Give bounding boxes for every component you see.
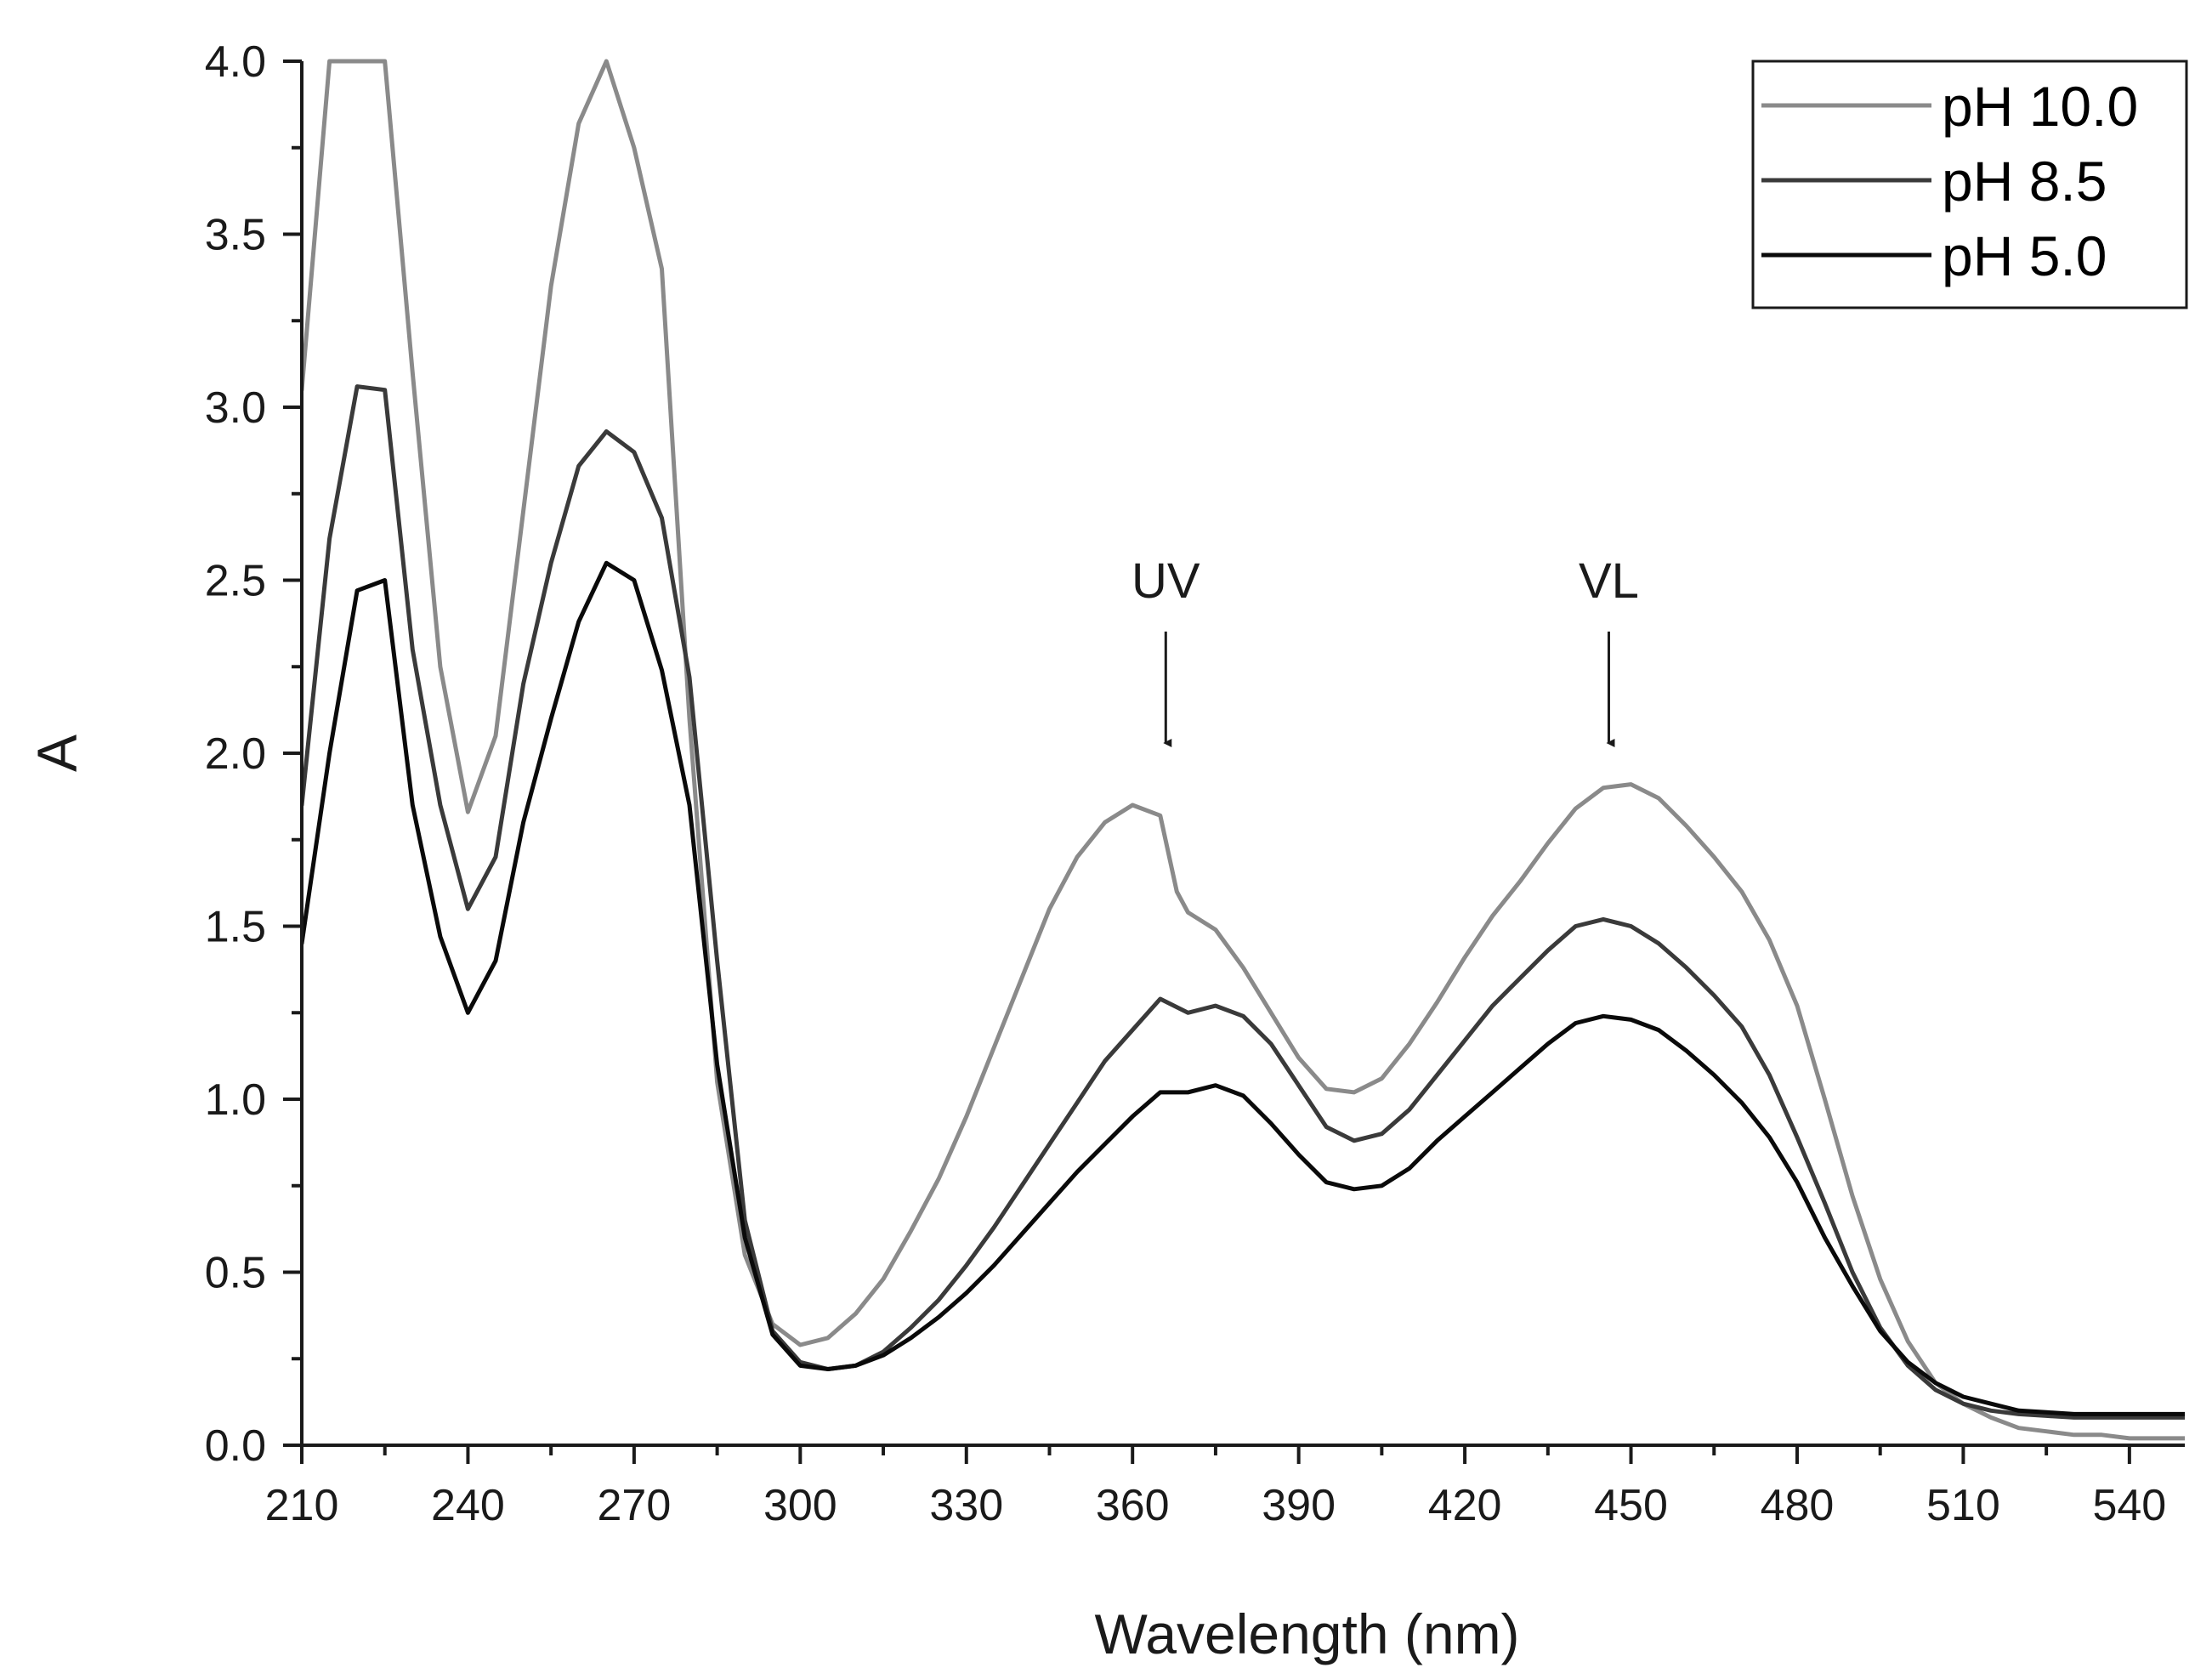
y-tick-label: 4.0 xyxy=(205,37,266,87)
x-tick-label: 270 xyxy=(597,1481,671,1530)
series-line-ph-10-0 xyxy=(302,59,2185,1441)
legend-label: pH 8.5 xyxy=(1942,150,2107,213)
axes-layer: 0.0 0.5 1.0 1.5 2.0 2.5 3.0 3.5 4.0 210 240 270 300 3… xyxy=(26,37,2185,1665)
series-line-ph-5-0 xyxy=(302,560,2185,1416)
x-tick-label: 390 xyxy=(1262,1481,1336,1530)
x-axis-title: Wavelength (nm) xyxy=(1094,1602,1519,1665)
annotation-layer: UV VL xyxy=(1132,553,1639,747)
annotation-label: VL xyxy=(1579,553,1639,609)
x-tick-label: 210 xyxy=(265,1481,339,1530)
y-axis-title: A xyxy=(26,735,88,772)
x-tick-label: 330 xyxy=(929,1481,1003,1530)
series-layer xyxy=(302,59,2185,1441)
x-tick-label: 480 xyxy=(1761,1481,1835,1530)
y-tick-label: 0.0 xyxy=(205,1421,266,1471)
x-tick-label: 450 xyxy=(1594,1481,1668,1530)
y-tick-label: 2.5 xyxy=(205,557,266,606)
y-tick-label: 0.5 xyxy=(205,1249,266,1298)
series-line-ph-8-5 xyxy=(302,384,2185,1420)
x-tick-label: 510 xyxy=(1926,1481,2000,1530)
legend: pH 10.0 pH 8.5 pH 5.0 xyxy=(1751,60,2188,309)
x-tick-label: 540 xyxy=(2092,1481,2166,1530)
x-tick-label: 240 xyxy=(431,1481,505,1530)
y-tick-label: 2.0 xyxy=(205,729,266,779)
y-tick-label: 1.5 xyxy=(205,903,266,952)
y-tick-label: 3.0 xyxy=(205,383,266,433)
annotation-label: UV xyxy=(1132,553,1200,609)
legend-label: pH 10.0 xyxy=(1942,75,2138,138)
x-tick-label: 360 xyxy=(1096,1481,1170,1530)
y-tick-label: 1.0 xyxy=(205,1075,266,1125)
y-tick-label: 3.5 xyxy=(205,211,266,260)
legend-label: pH 5.0 xyxy=(1942,224,2107,287)
legend-box xyxy=(1751,60,2188,309)
x-tick-label: 420 xyxy=(1428,1481,1502,1530)
x-tick-label: 300 xyxy=(763,1481,837,1530)
